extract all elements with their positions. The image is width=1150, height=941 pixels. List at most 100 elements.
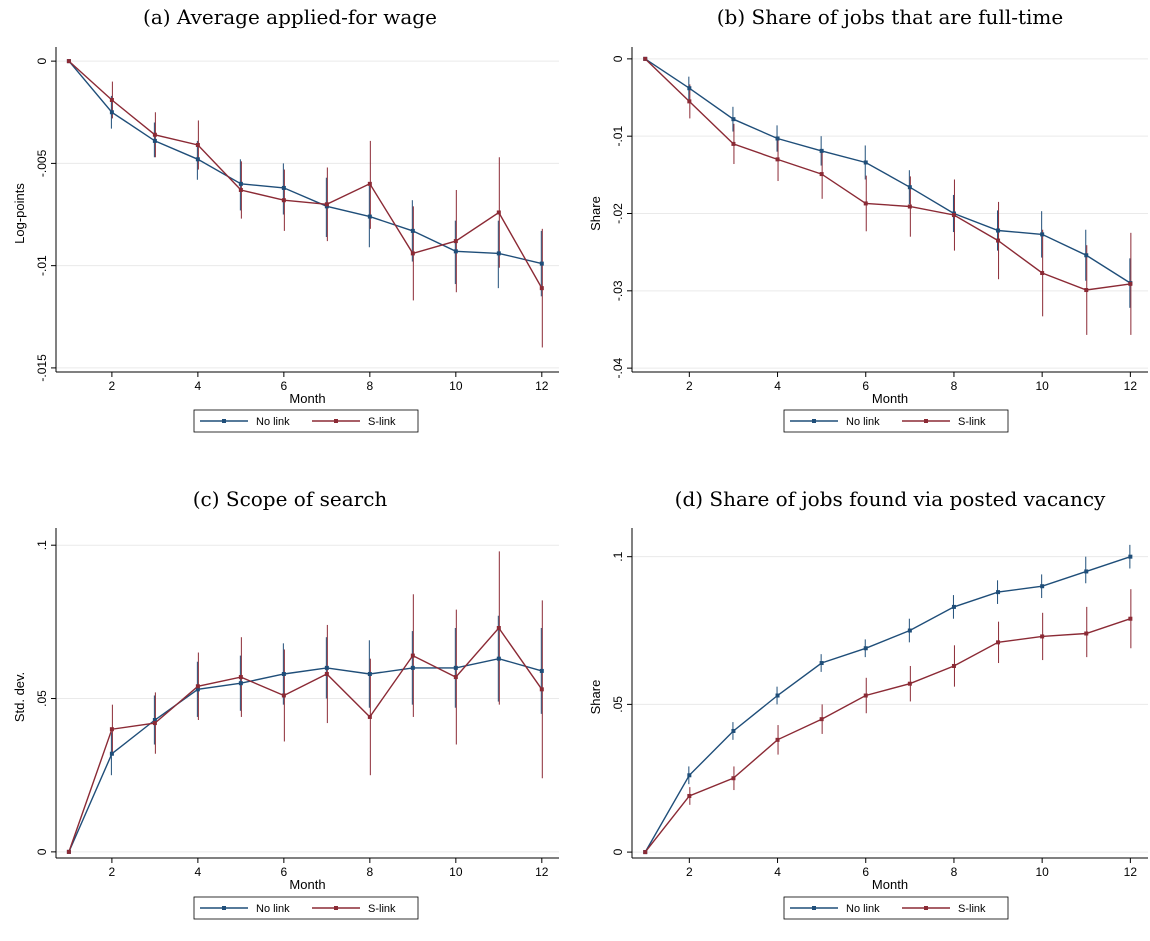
x-tick-label: 10 (1035, 865, 1049, 879)
legend-box (193, 409, 419, 433)
series-line (644, 58, 1131, 291)
data-point (907, 204, 912, 209)
panel-title: (d) Share of jobs found via posted vacan… (675, 487, 1106, 511)
data-point (281, 693, 286, 698)
legend-label-s-link: S-link (368, 416, 396, 428)
y-axis-label: Log-points (12, 183, 27, 244)
data-point (496, 251, 501, 256)
legend-swatch-marker (222, 419, 226, 423)
data-point (731, 117, 736, 122)
x-tick-label: 8 (366, 379, 373, 393)
data-point (731, 141, 736, 146)
x-tick-label: 2 (686, 379, 693, 393)
legend-label-s-link: S-link (958, 416, 986, 428)
data-point (453, 675, 458, 680)
data-point (907, 185, 912, 190)
panel-title: (a) Average applied-for wage (143, 5, 437, 29)
data-point (863, 160, 868, 165)
data-point (496, 626, 501, 630)
x-tick-label: 4 (195, 379, 202, 393)
data-point (643, 850, 648, 855)
data-point (367, 714, 372, 719)
x-tick-label: 10 (1035, 379, 1049, 393)
panel-title: (b) Share of jobs that are full-time (717, 5, 1063, 29)
x-tick-label: 8 (951, 865, 958, 879)
data-point (281, 185, 286, 190)
data-point (109, 97, 114, 102)
x-tick-label: 8 (951, 379, 958, 393)
data-point (731, 776, 736, 781)
x-tick-label: 10 (449, 865, 463, 879)
data-point (775, 157, 780, 162)
x-tick-label: 12 (535, 865, 549, 879)
x-tick-label: 6 (281, 379, 288, 393)
series-no-link (110, 615, 542, 776)
x-tick-label: 12 (535, 379, 549, 393)
data-point (152, 718, 157, 722)
legend-label-no-link: No link (846, 903, 880, 915)
data-point (195, 684, 200, 689)
data-point (1128, 554, 1133, 559)
data-point (453, 665, 458, 670)
data-point (863, 646, 868, 651)
y-tick-label: 0 (611, 55, 625, 62)
data-point (539, 286, 544, 291)
series-s-link (111, 551, 543, 779)
legend-swatch-marker (812, 419, 816, 423)
data-point (324, 202, 329, 207)
data-point (410, 228, 415, 233)
data-point (819, 148, 824, 153)
data-point (1084, 631, 1089, 636)
legend-swatch-marker (334, 906, 338, 910)
series-line (644, 556, 1131, 853)
data-point (367, 181, 372, 186)
x-tick-label: 8 (366, 865, 373, 879)
data-point (66, 849, 71, 854)
y-axis-label: Std. dev. (12, 672, 27, 722)
data-point (539, 261, 544, 266)
data-point (324, 204, 329, 209)
chart-panel-2: (b) Share of jobs that are full-time 0 -.0… (588, 5, 1148, 433)
data-point (1128, 281, 1133, 286)
legend: No link S-link (193, 896, 419, 920)
data-point (863, 693, 868, 698)
legend-box (783, 896, 1009, 920)
data-point (687, 773, 692, 778)
chart-panel-1: (a) Average applied-for wage 0 -.005 -.01 -.… (12, 5, 559, 433)
data-point (996, 228, 1001, 233)
data-point (109, 110, 114, 115)
chart-panel-3: (c) Scope of search 0 .05 .1 2 4 6 8 10 12 Month St… (12, 487, 559, 920)
y-axis-label: Share (588, 680, 603, 715)
legend: No link S-link (783, 409, 1009, 433)
chart-panel-4: (d) Share of jobs found via posted vacan… (588, 487, 1148, 920)
y-tick-label: -.03 (611, 280, 625, 301)
data-point (195, 157, 200, 162)
data-point (863, 201, 868, 206)
legend-label-no-link: No link (256, 903, 290, 915)
legend-box (783, 409, 1009, 433)
data-point (996, 238, 1001, 243)
legend-swatch-marker (812, 906, 816, 910)
legend-label-no-link: No link (256, 416, 290, 428)
series-line (68, 626, 543, 853)
y-tick-label: .05 (35, 690, 49, 707)
data-point (109, 751, 114, 756)
x-axis-label: Month (289, 391, 325, 406)
data-point (1040, 271, 1045, 276)
series-no-link (110, 95, 542, 297)
x-tick-label: 4 (774, 379, 781, 393)
series-line (644, 618, 1131, 853)
x-tick-label: 4 (195, 865, 202, 879)
data-point (819, 172, 824, 177)
x-axis-label: Month (872, 877, 908, 892)
data-point (195, 142, 200, 147)
y-tick-label: 0 (35, 848, 49, 855)
data-point (731, 728, 736, 733)
y-tick-label: .1 (611, 551, 625, 561)
data-point (238, 681, 243, 686)
data-point (1040, 232, 1045, 237)
x-tick-label: 4 (774, 865, 781, 879)
data-point (819, 717, 824, 722)
